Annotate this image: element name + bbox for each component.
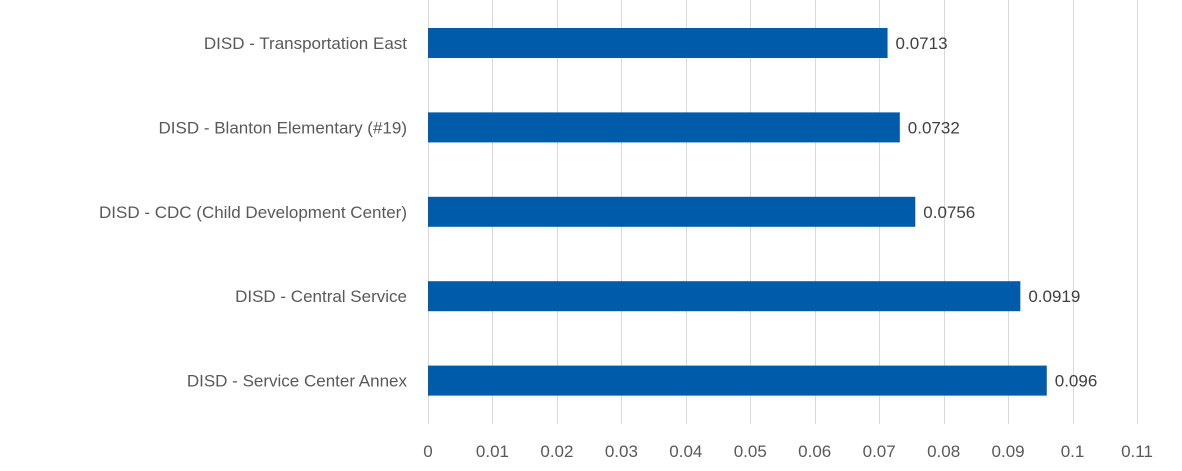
x-tick-label: 0.11 [1121, 442, 1153, 461]
x-tick-label: 0.09 [992, 442, 1025, 461]
x-tick-label: 0.05 [734, 442, 767, 461]
data-label: 0.0756 [923, 203, 975, 222]
x-tick-label: 0.1 [1061, 442, 1085, 461]
x-tick-label: 0.03 [605, 442, 638, 461]
data-labels: 0.0713 0.0732 0.0756 0.0919 0.096 [896, 34, 1098, 391]
x-tick-label: 0.04 [669, 442, 702, 461]
bar [428, 112, 900, 143]
category-label: DISD - Transportation East [204, 34, 407, 53]
x-tick-label: 0.07 [863, 442, 896, 461]
category-label: DISD - Service Center Annex [187, 372, 408, 391]
category-labels: DISD - Transportation East DISD - Blanton… [99, 34, 407, 391]
x-axis-tick-labels: 0 0.01 0.02 0.03 0.04 0.05 0.06 0.07 0.08 0.09 0.1… [423, 442, 1153, 461]
category-label: DISD - CDC (Child Development Center) [99, 203, 407, 222]
x-tick-label: 0.02 [540, 442, 573, 461]
data-label: 0.0713 [896, 34, 948, 53]
bar [428, 365, 1047, 396]
category-label: DISD - Blanton Elementary (#19) [159, 118, 408, 137]
x-tick-label: 0.01 [476, 442, 509, 461]
x-tick-label: 0.08 [927, 442, 960, 461]
data-label: 0.0732 [908, 118, 960, 137]
bar [428, 281, 1021, 312]
data-label: 0.096 [1055, 372, 1098, 391]
data-label: 0.0919 [1028, 287, 1080, 306]
bar [428, 28, 888, 58]
category-label: DISD - Central Service [235, 287, 407, 306]
x-tick-label: 0.06 [798, 442, 831, 461]
bar [428, 196, 916, 227]
bars [428, 28, 1047, 396]
x-tick-label: 0 [423, 442, 432, 461]
